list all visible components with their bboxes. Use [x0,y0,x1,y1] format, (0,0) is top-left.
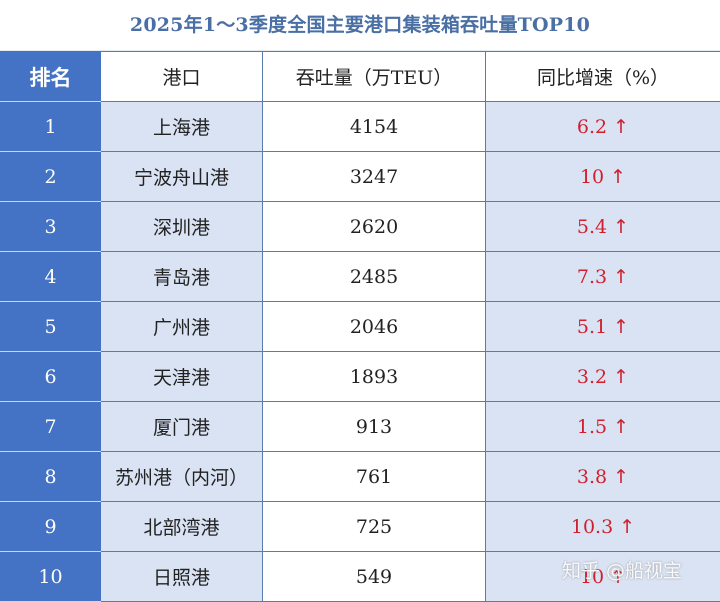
growth-value: 5.1 [576,315,608,338]
growth-cell: 10.3 ↑ [485,501,720,552]
growth-cell: 10 ↑ [485,151,720,202]
growth-cell: 7.3 ↑ [485,251,720,302]
growth-cell: 1.5 ↑ [485,401,720,452]
rank-cell: 7 [0,401,101,452]
table-row: 8 苏州港（内河） 761 3.8 ↑ [0,451,720,502]
port-cell: 深圳港 [100,201,263,252]
table-row: 9 北部湾港 725 10.3 ↑ [0,501,720,552]
growth-value: 7.3 [576,265,608,288]
port-cell: 厦门港 [100,401,263,452]
throughput-cell: 3247 [262,151,486,202]
up-arrow-icon: ↑ [613,315,630,338]
up-arrow-icon: ↑ [613,365,630,388]
growth-value: 3.8 [576,465,608,488]
up-arrow-icon: ↑ [613,465,630,488]
port-cell: 宁波舟山港 [100,151,263,202]
growth-cell: 5.1 ↑ [485,301,720,352]
table-row: 10 日照港 549 10 ↑ [0,551,720,602]
port-cell: 北部湾港 [100,501,263,552]
up-arrow-icon: ↑ [610,565,627,588]
growth-value: 6.2 [576,115,608,138]
up-arrow-icon: ↑ [610,165,627,188]
throughput-cell: 2485 [262,251,486,302]
throughput-cell: 1893 [262,351,486,402]
growth-value: 10.3 [570,515,614,538]
rank-cell: 5 [0,301,101,352]
port-cell: 日照港 [100,551,263,602]
growth-cell: 3.2 ↑ [485,351,720,402]
header-growth: 同比增速（%） [485,51,720,102]
rank-cell: 3 [0,201,101,252]
port-cell: 天津港 [100,351,263,402]
growth-cell: 3.8 ↑ [485,451,720,502]
table-row: 5 广州港 2046 5.1 ↑ [0,301,720,352]
throughput-cell: 725 [262,501,486,552]
rank-cell: 4 [0,251,101,302]
throughput-cell: 2046 [262,301,486,352]
growth-value: 3.2 [576,365,608,388]
rank-cell: 8 [0,451,101,502]
table-row: 6 天津港 1893 3.2 ↑ [0,351,720,402]
rank-cell: 6 [0,351,101,402]
table-row: 1 上海港 4154 6.2 ↑ [0,101,720,152]
table-row: 7 厦门港 913 1.5 ↑ [0,401,720,452]
throughput-cell: 4154 [262,101,486,152]
growth-value: 10 [579,165,605,188]
rank-cell: 1 [0,101,101,152]
header-row: 排名 港口 吞吐量（万TEU） 同比增速（%） [0,51,720,102]
header-rank: 排名 [0,51,101,102]
throughput-cell: 761 [262,451,486,502]
table-row: 4 青岛港 2485 7.3 ↑ [0,251,720,302]
table-row: 2 宁波舟山港 3247 10 ↑ [0,151,720,202]
growth-value: 10 [579,565,605,588]
growth-cell: 5.4 ↑ [485,201,720,252]
up-arrow-icon: ↑ [613,415,630,438]
table-title: 2025年1～3季度全国主要港口集装箱吞吐量TOP10 [0,0,720,51]
port-cell: 上海港 [100,101,263,152]
header-port: 港口 [100,51,263,102]
port-cell: 苏州港（内河） [100,451,263,502]
throughput-cell: 913 [262,401,486,452]
growth-cell: 10 ↑ [485,551,720,602]
growth-value: 5.4 [576,215,608,238]
header-throughput: 吞吐量（万TEU） [262,51,486,102]
rank-cell: 10 [0,551,101,602]
growth-value: 1.5 [576,415,608,438]
up-arrow-icon: ↑ [613,215,630,238]
table-row: 3 深圳港 2620 5.4 ↑ [0,201,720,252]
up-arrow-icon: ↑ [613,265,630,288]
rank-cell: 9 [0,501,101,552]
throughput-cell: 2620 [262,201,486,252]
port-cell: 青岛港 [100,251,263,302]
port-ranking-table: 排名 港口 吞吐量（万TEU） 同比增速（%） 1 上海港 4154 6.2 ↑ … [0,51,720,602]
throughput-cell: 549 [262,551,486,602]
port-cell: 广州港 [100,301,263,352]
up-arrow-icon: ↑ [619,515,636,538]
growth-cell: 6.2 ↑ [485,101,720,152]
rank-cell: 2 [0,151,101,202]
up-arrow-icon: ↑ [613,115,630,138]
